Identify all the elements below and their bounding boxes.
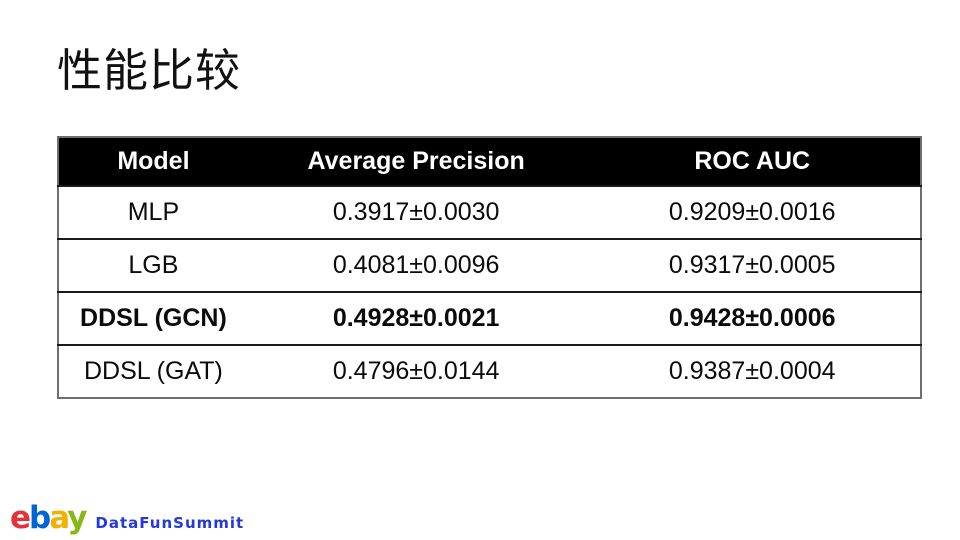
- ebay-logo: ebay: [10, 500, 87, 536]
- ebay-letter-e: e: [10, 500, 31, 536]
- cell-average-precision: 0.4796±0.0144: [247, 344, 585, 398]
- table-header-row: Model Average Precision ROC AUC: [58, 137, 921, 186]
- table-row: MLP 0.3917±0.0030 0.9209±0.0016: [58, 185, 921, 239]
- cell-average-precision: 0.3917±0.0030: [247, 185, 585, 239]
- header-model: Model: [58, 137, 248, 186]
- cell-roc-auc: 0.9317±0.0005: [584, 238, 921, 292]
- cell-average-precision: 0.4928±0.0021: [247, 291, 585, 345]
- table-header: Model Average Precision ROC AUC: [58, 137, 921, 186]
- page-title: 性能比较: [57, 45, 242, 96]
- performance-table-container: Model Average Precision ROC AUC MLP 0.39…: [57, 136, 922, 399]
- ebay-letter-a: a: [49, 500, 69, 536]
- cell-roc-auc: 0.9387±0.0004: [584, 344, 921, 398]
- datafunsummit-logo: DataFunSummit: [95, 514, 245, 532]
- cell-model: DDSL (GAT): [58, 344, 248, 398]
- table-body: MLP 0.3917±0.0030 0.9209±0.0016 LGB 0.40…: [58, 185, 921, 398]
- header-roc-auc: ROC AUC: [584, 137, 921, 186]
- header-average-precision: Average Precision: [247, 137, 585, 186]
- ebay-letter-b: b: [29, 500, 51, 536]
- footer-logos: ebay DataFunSummit: [10, 503, 244, 534]
- table-row: LGB 0.4081±0.0096 0.9317±0.0005: [58, 238, 921, 292]
- performance-table: Model Average Precision ROC AUC MLP 0.39…: [57, 136, 922, 399]
- cell-average-precision: 0.4081±0.0096: [247, 238, 585, 292]
- cell-roc-auc: 0.9209±0.0016: [584, 185, 921, 239]
- cell-model: DDSL (GCN): [58, 291, 248, 345]
- cell-model: LGB: [58, 238, 248, 292]
- table-row-highlighted: DDSL (GCN) 0.4928±0.0021 0.9428±0.0006: [58, 291, 921, 345]
- cell-model: MLP: [58, 185, 248, 239]
- ebay-letter-y: y: [67, 500, 87, 536]
- table-row: DDSL (GAT) 0.4796±0.0144 0.9387±0.0004: [58, 344, 921, 398]
- cell-roc-auc: 0.9428±0.0006: [584, 291, 921, 345]
